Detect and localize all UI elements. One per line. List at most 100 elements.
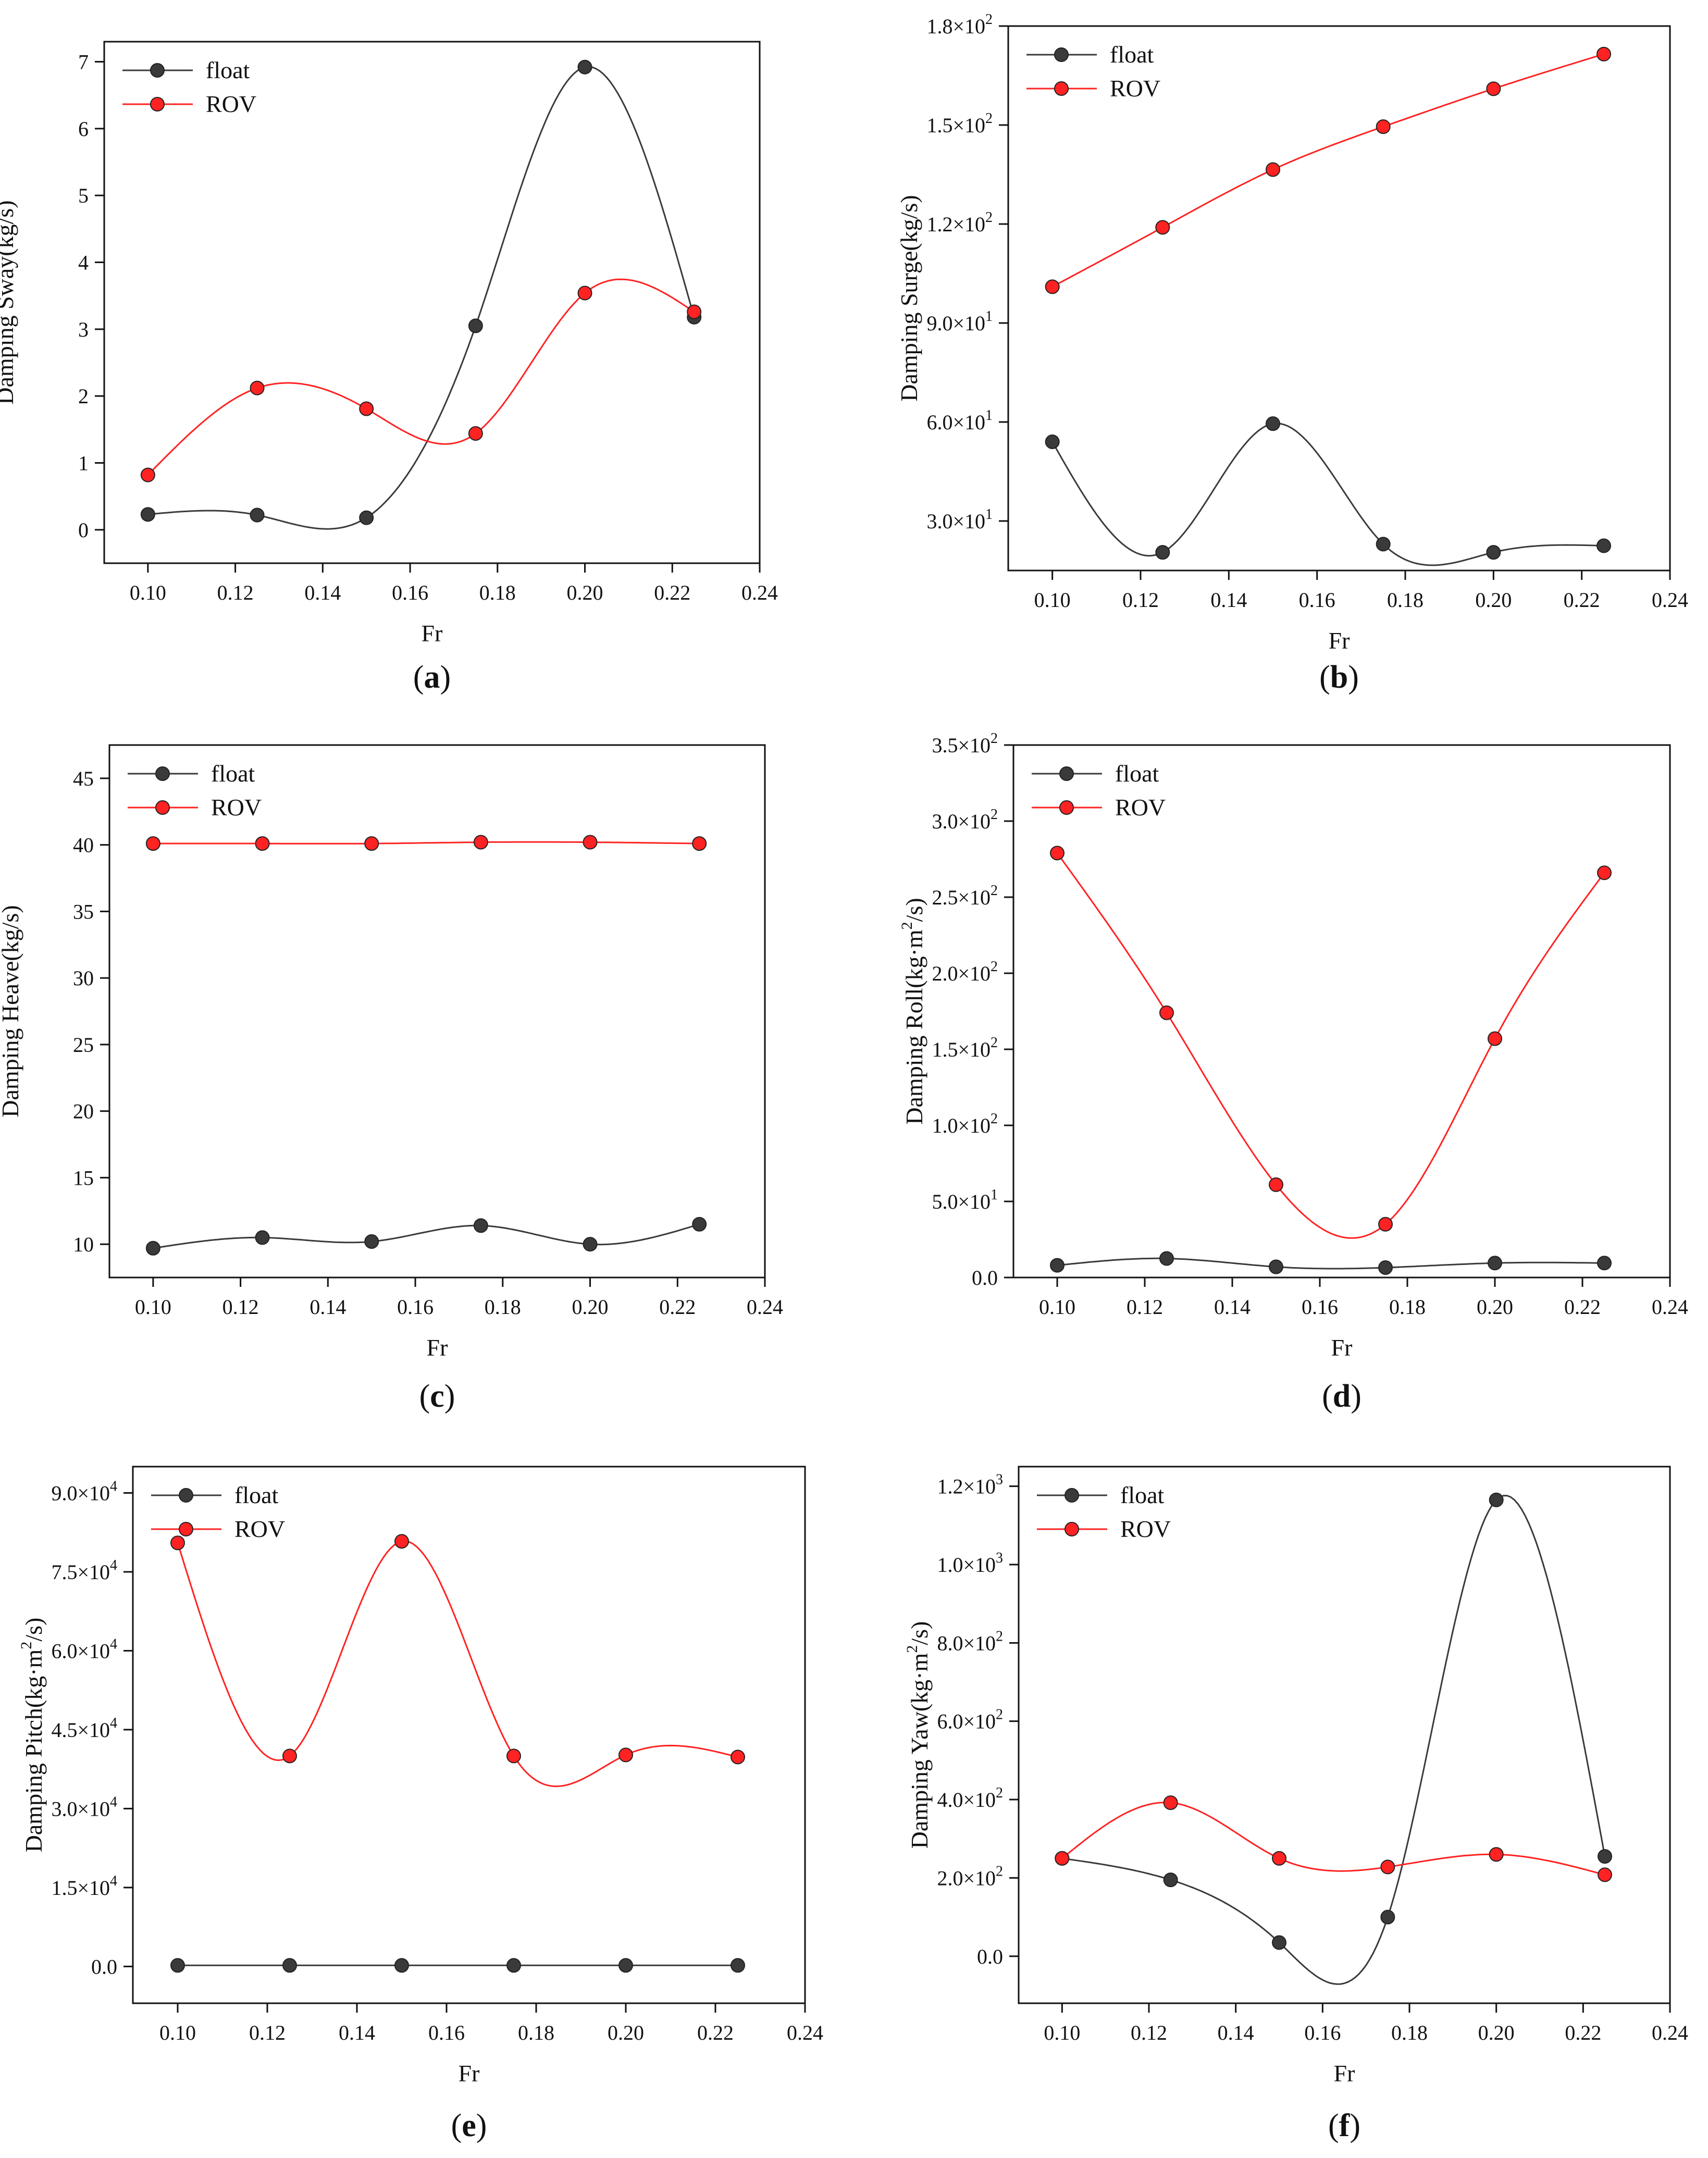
y-tick-label: 6.0×102 [937, 1707, 1003, 1733]
data-point-float [359, 510, 374, 525]
x-tick-label: 0.24 [1652, 2021, 1688, 2044]
data-point-float [255, 1230, 270, 1245]
y-tick-label: 6.0×101 [926, 407, 993, 434]
x-tick-label: 0.14 [339, 2021, 375, 2044]
x-axis-title: Fr [427, 1334, 448, 1361]
data-point-float [1597, 1256, 1612, 1271]
series-line-rov [147, 278, 695, 476]
data-point-rov [473, 835, 488, 850]
data-point-float [1050, 1258, 1065, 1273]
x-tick-label: 0.12 [217, 581, 254, 604]
y-axis-title: Damping Surge(kg/s) [896, 195, 922, 402]
legend-marker-rov [1059, 800, 1074, 815]
data-point-rov [468, 426, 483, 441]
y-tick-label: 40 [73, 834, 94, 857]
x-tick-label: 0.14 [1210, 588, 1247, 612]
panel-label: (b) [1319, 660, 1359, 695]
legend-label-float: float [1115, 760, 1159, 787]
data-point-float [577, 59, 592, 75]
data-point-float [250, 507, 265, 523]
panel-label: (f) [1328, 2108, 1360, 2143]
data-point-float [1489, 1492, 1504, 1507]
y-tick-label: 8.0×102 [937, 1628, 1003, 1655]
legend-label-rov: ROV [1120, 1516, 1171, 1542]
data-point-float [1159, 1251, 1174, 1266]
legend-label-float: float [211, 760, 255, 787]
data-point-rov [1380, 1859, 1395, 1875]
data-point-rov [618, 1747, 633, 1763]
data-point-float [1163, 1872, 1178, 1888]
x-tick-label: 0.10 [130, 581, 166, 604]
chart-b: 0.10 0.12 0.14 0.16 0.18 0.20 0.22 0.24 3.0×101 6… [896, 11, 1688, 695]
y-tick-label: 5 [78, 184, 89, 207]
data-point-rov [1045, 279, 1060, 294]
y-tick-label: 4 [78, 251, 89, 275]
x-tick-label: 0.18 [1389, 1295, 1426, 1319]
x-tick-label: 0.12 [1122, 588, 1159, 612]
data-point-float [731, 1958, 745, 1973]
data-point-rov [170, 1535, 185, 1551]
x-tick-label: 0.18 [479, 581, 516, 604]
plot-frame [1018, 1466, 1671, 2004]
data-point-float [468, 318, 483, 333]
chart-f: 0.10 0.12 0.14 0.16 0.18 0.20 0.22 0.24 0.0 2.0×1… [903, 1466, 1688, 2143]
x-tick-label: 0.10 [159, 2021, 196, 2044]
data-point-rov [364, 836, 379, 851]
series-line-rov [1061, 1802, 1605, 1876]
data-point-float [1378, 1260, 1393, 1275]
data-point-float [364, 1234, 379, 1249]
x-tick-label: 0.24 [1652, 1295, 1688, 1319]
y-tick-label: 2.5×102 [932, 883, 998, 909]
data-point-float [1486, 545, 1501, 560]
data-point-rov [1597, 865, 1612, 880]
y-tick-label: 10 [73, 1233, 94, 1256]
plot-frame [1007, 25, 1671, 572]
x-tick-label: 0.22 [1564, 588, 1600, 612]
legend-marker-rov [1054, 81, 1069, 96]
data-point-float [170, 1958, 185, 1973]
data-point-float [1596, 538, 1611, 553]
legend-label-rov: ROV [206, 91, 256, 117]
y-tick-label: 3.0×104 [51, 1794, 117, 1820]
x-axis-title: Fr [1334, 2060, 1355, 2087]
series-line-float [1051, 423, 1604, 566]
x-tick-label: 0.10 [1039, 1295, 1075, 1319]
y-tick-label: 0.0 [977, 1945, 1003, 1968]
y-tick-label: 3.5×102 [932, 730, 998, 757]
legend-marker-float [155, 766, 170, 781]
x-tick-label: 0.16 [1302, 1295, 1338, 1319]
legend-marker-float [179, 1488, 193, 1503]
legend-label-float: float [206, 57, 250, 83]
data-point-float [618, 1958, 633, 1973]
data-point-rov [1376, 119, 1391, 134]
x-tick-label: 0.20 [1477, 1295, 1513, 1319]
series-line-rov [1056, 852, 1605, 1239]
y-tick-label: 1.5×102 [926, 110, 993, 137]
chart-a: 0.10 0.12 0.14 0.16 0.18 0.20 0.22 0.24 0 1 2 3 4 5 6 7… [0, 41, 778, 695]
y-tick-label: 15 [73, 1166, 94, 1189]
legend-marker-float [1065, 1488, 1079, 1503]
y-tick-label: 4.5×104 [51, 1715, 117, 1742]
y-tick-label: 4.0×102 [937, 1785, 1003, 1812]
panel-label: (e) [451, 2108, 487, 2143]
data-point-rov [692, 836, 707, 851]
legend-label-rov: ROV [1115, 794, 1166, 821]
legend-label-rov: ROV [1110, 75, 1160, 102]
x-tick-label: 0.20 [567, 581, 603, 604]
data-point-float [1155, 545, 1170, 560]
x-tick-label: 0.24 [1652, 588, 1688, 612]
chart-e: 0.10 0.12 0.14 0.16 0.18 0.20 0.22 0.24 0.0 1.5×1… [18, 1466, 823, 2143]
y-tick-label: 2.0×102 [937, 1863, 1003, 1890]
data-point-rov [1055, 1851, 1070, 1866]
y-tick-label: 5.0×101 [932, 1187, 998, 1213]
legend-marker-rov [155, 800, 170, 815]
y-tick-label: 2.0×102 [932, 959, 998, 985]
legend-marker-float [150, 63, 165, 78]
x-tick-label: 0.10 [1034, 588, 1071, 612]
x-tick-label: 0.16 [1304, 2021, 1341, 2044]
data-point-rov [1266, 162, 1280, 177]
data-point-float [473, 1218, 488, 1233]
y-tick-label: 20 [73, 1100, 94, 1123]
y-tick-label: 1.0×103 [937, 1550, 1003, 1577]
